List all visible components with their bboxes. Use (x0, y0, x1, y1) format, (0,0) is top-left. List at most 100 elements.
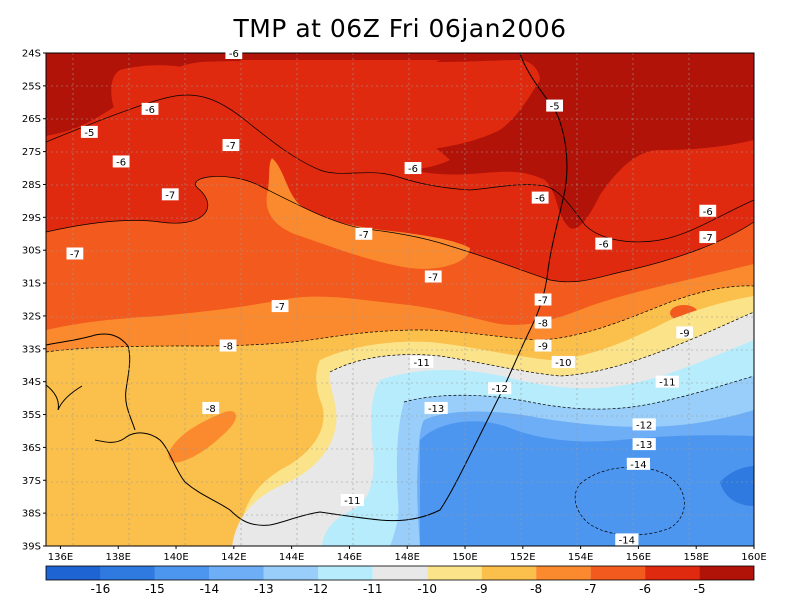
map-title: TMP at 06Z Fri 06jan2006 (233, 14, 567, 43)
contour-label-box (626, 457, 651, 470)
lon-label: 146E (337, 552, 362, 563)
colorbar-label: -14 (200, 582, 220, 596)
colorbar-swatch (645, 566, 700, 580)
patch-minus16 (720, 466, 754, 506)
contour-label: -6 (112, 155, 130, 168)
contour-label-text: -6 (703, 207, 713, 218)
lat-label: 32S (22, 311, 41, 322)
lon-label: 152E (510, 552, 535, 563)
contour-label-box (676, 326, 694, 339)
contour-label-box (404, 162, 422, 175)
contour-label-box (112, 155, 130, 168)
lon-label: 154E (568, 552, 593, 563)
contour-label-text: -7 (538, 296, 548, 307)
contour-label-text: -7 (226, 141, 236, 152)
contour-label: -7 (271, 300, 289, 313)
contour-label-box (271, 300, 289, 313)
contour-label-text: -14 (619, 535, 635, 546)
contour-label-box (340, 493, 364, 506)
contour-label-text: -7 (275, 302, 285, 313)
contour-label: -7 (161, 188, 179, 201)
lon-label: 138E (106, 552, 131, 563)
contour-label-box (161, 188, 179, 201)
colorbar-label: -10 (417, 582, 437, 596)
lat-label: 30S (22, 246, 41, 257)
contour-label-box (424, 270, 442, 283)
contour-label-box (546, 99, 564, 112)
colorbar-label: -16 (91, 582, 111, 596)
lat-label: 24S (22, 49, 41, 60)
contour-label: -7 (355, 227, 373, 241)
contour-label-text: -6 (535, 194, 545, 205)
contour-label-text: -11 (344, 496, 360, 507)
colorbar-label: -11 (363, 582, 383, 596)
contour-label-text: -7 (703, 233, 713, 244)
contour-label-text: -8 (538, 319, 548, 330)
contour-label-box (80, 125, 98, 138)
contour-label-text: -9 (680, 328, 690, 339)
contour-label-text: -7 (70, 249, 80, 260)
lon-label: 136E (48, 552, 73, 563)
colorbar-swatch (100, 566, 155, 580)
colorbar: -16 -15 -14 -13 -12 -11 -10 -9 -8 -7 -6 -5 (45, 565, 755, 596)
pool-minus14 (575, 467, 685, 535)
contour-label-box (595, 237, 613, 250)
contour-label: -10 (551, 355, 575, 369)
temperature-field (46, 53, 754, 546)
colorbar-label: -5 (694, 582, 706, 596)
lat-label: 37S (22, 476, 41, 487)
contour-label-text: -6 (116, 157, 126, 168)
lat-label: 35S (22, 410, 41, 421)
contour-label: -14 (615, 533, 639, 546)
contour-label-text: -11 (414, 358, 430, 369)
colorbar-swatch (590, 566, 646, 580)
colorbar-label: -12 (309, 582, 329, 596)
contour-label-box (632, 418, 656, 431)
contour-label-box (141, 102, 159, 115)
contour-label: -7 (66, 247, 84, 260)
contour-label-box (202, 401, 220, 414)
contour-label: -11 (340, 493, 364, 507)
colorbar-label: -7 (585, 582, 597, 596)
lon-label: 156E (626, 552, 651, 563)
contour-label: -6 (595, 237, 613, 251)
lat-label: 31S (22, 279, 41, 290)
lat-label: 36S (22, 443, 41, 454)
inner-minus6-mid (240, 60, 450, 170)
lon-label: 158E (684, 552, 709, 563)
colorbar-label: -8 (530, 582, 542, 596)
contour-label: -14 (626, 457, 651, 471)
contour-label: -8 (219, 339, 237, 353)
contour-label-box (222, 139, 240, 152)
australia-coast (94, 53, 568, 526)
contour-label: -6 (225, 47, 243, 60)
contour-minus13 (403, 375, 754, 410)
contour-label-text: -14 (630, 460, 646, 471)
contour-label: -11 (655, 375, 679, 389)
contour-minus9 (46, 285, 754, 353)
contour-label-box (615, 533, 639, 546)
contour-label-text: -13 (428, 404, 444, 415)
contour-label: -11 (410, 355, 434, 369)
contour-label-text: -7 (359, 230, 369, 241)
contour-label: -13 (424, 401, 448, 415)
contour-label-box (410, 355, 434, 368)
contour-label: -5 (546, 99, 564, 113)
contour-label: -7 (699, 231, 717, 244)
contour-label: -7 (534, 293, 552, 307)
contour-minus14 (574, 466, 685, 536)
contour-label-box (534, 293, 552, 306)
lat-label: 28S (22, 180, 41, 191)
contour-label-box (534, 339, 552, 352)
island-minus8 (168, 411, 236, 463)
contour-label-text: -6 (599, 240, 609, 251)
inner-minus6-north (111, 65, 234, 138)
lon-label: 150E (452, 552, 477, 563)
colorbar-swatch (372, 566, 428, 580)
longitude-labels: 136E 138E 140E 142E 144E 146E 148E 150E 152E 154E… (48, 546, 767, 563)
contour-label: -7 (222, 139, 240, 152)
contour-label-box (488, 382, 512, 395)
contour-label-text: -12 (636, 420, 652, 431)
contour-label-text: -12 (492, 384, 508, 395)
